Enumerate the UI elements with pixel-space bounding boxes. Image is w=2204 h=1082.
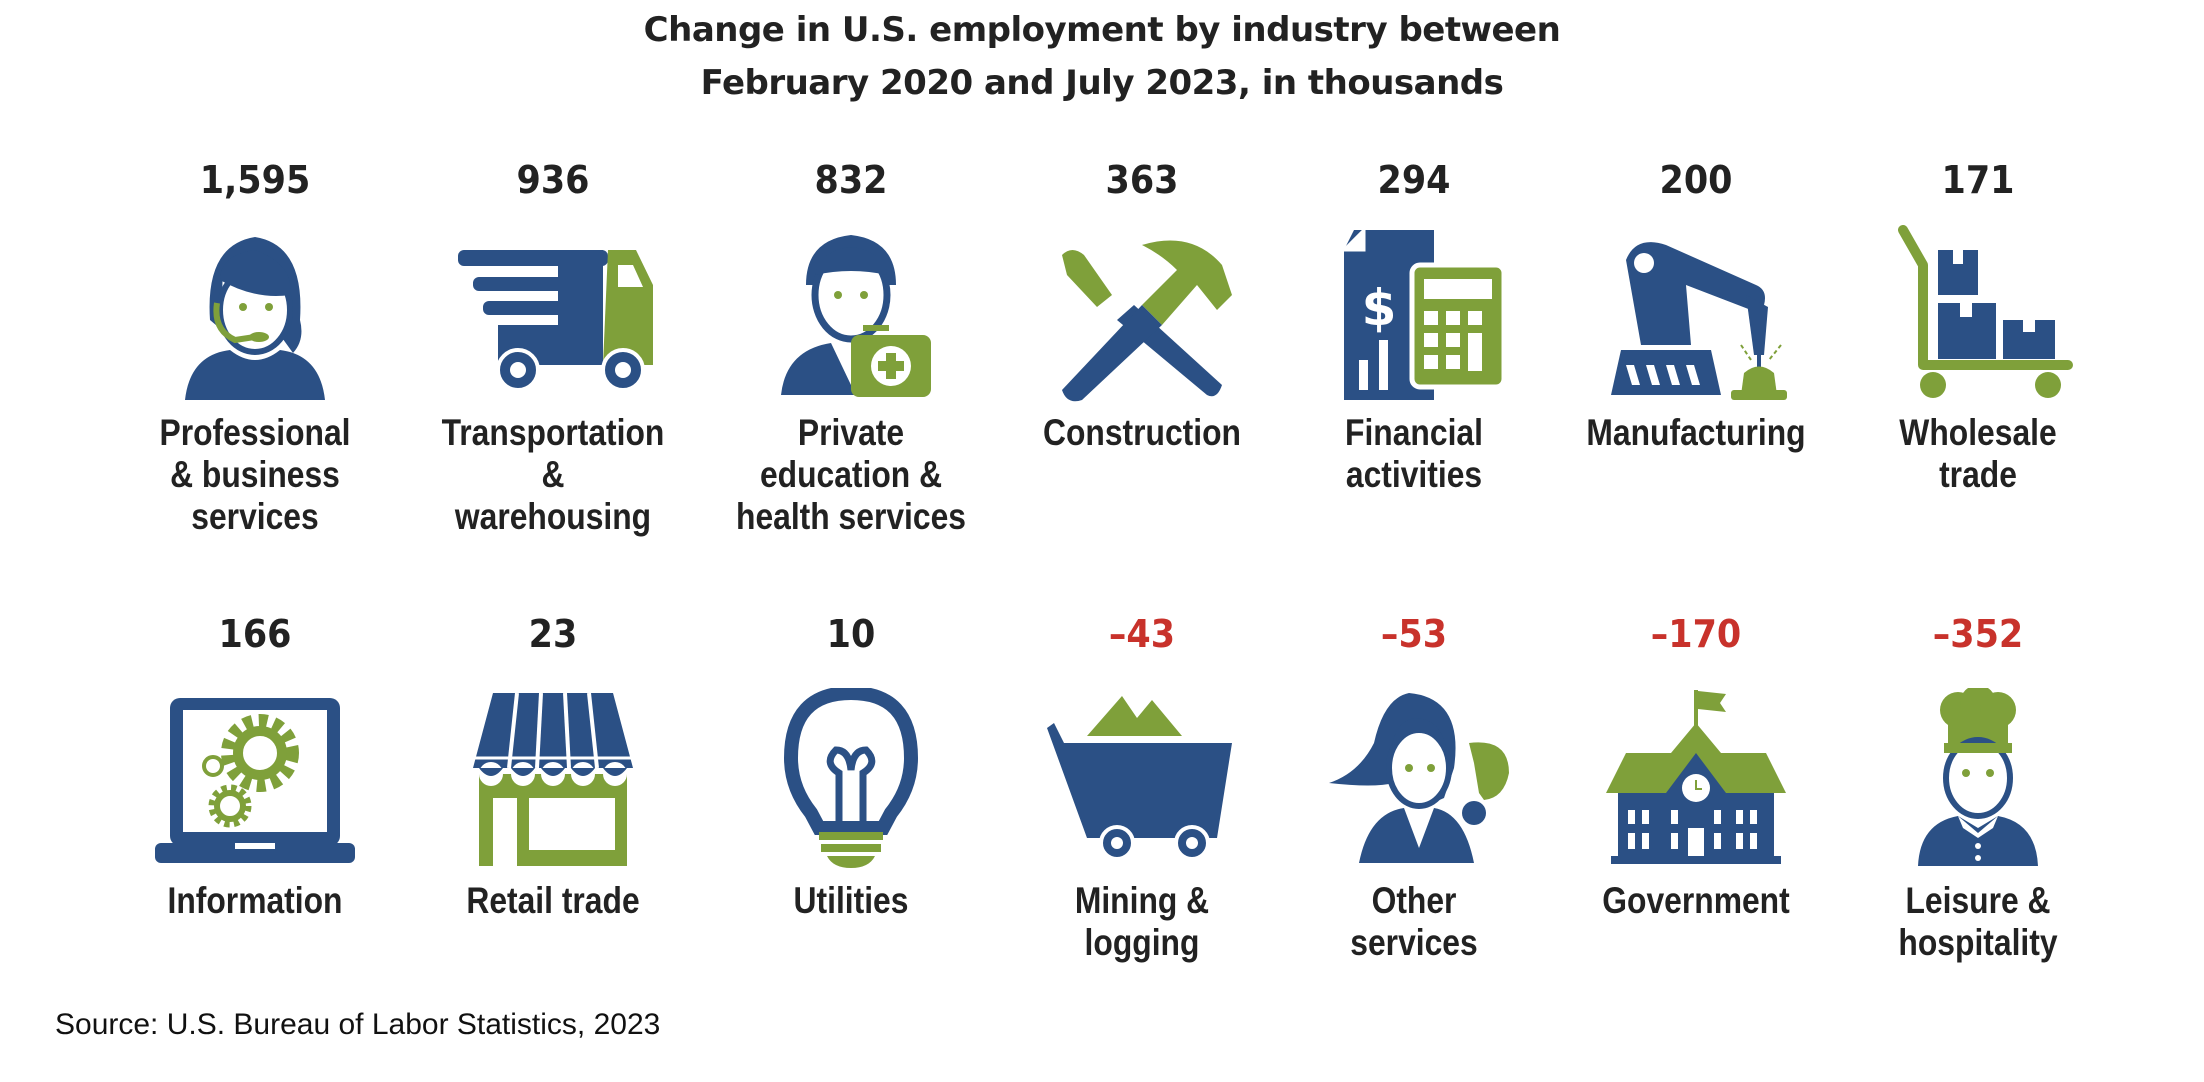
hairdresser-icon	[1314, 688, 1514, 868]
hand-truck-boxes-icon	[1878, 225, 2078, 405]
industry-label-line: warehousing	[454, 496, 652, 537]
employment-change-value: –43	[1108, 612, 1176, 656]
employment-change-value: –352	[1932, 612, 2024, 656]
industry-label: Construction	[1013, 412, 1271, 454]
industry-label-line: &	[541, 454, 565, 495]
chart-title-line-2: February 2020 and July 2023, in thousand…	[700, 63, 1504, 103]
storefront-icon	[453, 688, 653, 868]
chef-icon	[1878, 688, 2078, 868]
employment-change-value: 294	[1377, 158, 1451, 202]
industry-label: Information	[126, 880, 384, 922]
mine-cart-icon	[1042, 688, 1242, 868]
industry-label-line: Utilities	[793, 880, 909, 921]
chart-title: Change in U.S. employment by industry be…	[0, 4, 2204, 110]
industry-label: Financial activities	[1285, 412, 1543, 496]
industry-label-line: hospitality	[1898, 922, 2058, 963]
finance-document-calculator-icon	[1314, 225, 1514, 405]
light-bulb-icon	[751, 688, 951, 868]
industry-label: Leisure & hospitality	[1849, 880, 2107, 964]
call-center-agent-icon	[155, 225, 355, 405]
employment-change-value: 23	[528, 612, 578, 656]
industry-label-line: Government	[1602, 880, 1790, 921]
industry-label-line: Transportation	[441, 412, 665, 453]
laptop-gears-icon	[155, 688, 355, 868]
industry-label: Wholesale trade	[1849, 412, 2107, 496]
industry-label: Professional & business services	[126, 412, 384, 538]
industry-label: Private education & health services	[722, 412, 980, 538]
employment-change-value: 936	[516, 158, 590, 202]
robotic-arm-icon	[1596, 225, 1796, 405]
industry-label-line: logging	[1084, 922, 1200, 963]
industry-label: Retail trade	[424, 880, 682, 922]
industry-label-line: Construction	[1043, 412, 1241, 453]
employment-change-value: –170	[1650, 612, 1742, 656]
employment-change-value: 363	[1105, 158, 1179, 202]
employment-change-value: 171	[1941, 158, 2015, 202]
industry-label: Utilities	[722, 880, 980, 922]
employment-change-value: 166	[218, 612, 292, 656]
industry-label-line: services	[1350, 922, 1478, 963]
industry-label-line: & business	[170, 454, 340, 495]
industry-label: Transportation & warehousing	[424, 412, 682, 538]
industry-label-line: Wholesale	[1899, 412, 2057, 453]
industry-label-line: Private	[797, 412, 905, 453]
industry-label-line: Mining &	[1074, 880, 1210, 921]
employment-change-value: 10	[826, 612, 876, 656]
industry-label-line: Financial	[1345, 412, 1483, 453]
industry-label-line: Professional	[159, 412, 351, 453]
industry-label-line: health services	[736, 496, 966, 537]
industry-label-line: Information	[167, 880, 343, 921]
source-note: Source: U.S. Bureau of Labor Statistics,…	[55, 1008, 661, 1041]
doctor-with-medical-kit-icon	[751, 225, 951, 405]
industry-label-line: activities	[1345, 454, 1483, 495]
industry-label-line: Leisure &	[1905, 880, 2051, 921]
industry-label-line: education &	[759, 454, 943, 495]
industry-label-line: trade	[1939, 454, 2017, 495]
industry-label-line: Manufacturing	[1586, 412, 1806, 453]
delivery-truck-icon	[453, 225, 653, 405]
industry-label: Government	[1567, 880, 1825, 922]
industry-label: Other services	[1285, 880, 1543, 964]
employment-change-value: 832	[814, 158, 888, 202]
industry-label-line: services	[191, 496, 319, 537]
employment-change-value: 200	[1659, 158, 1733, 202]
chart-title-line-1: Change in U.S. employment by industry be…	[643, 10, 1561, 50]
industry-label: Manufacturing	[1567, 412, 1825, 454]
employment-change-value: 1,595	[199, 158, 311, 202]
employment-change-value: –53	[1380, 612, 1448, 656]
hammer-and-screwdriver-icon	[1042, 225, 1242, 405]
industry-label: Mining & logging	[1013, 880, 1271, 964]
industry-label-line: Retail trade	[466, 880, 640, 921]
government-building-icon	[1596, 688, 1796, 868]
industry-label-line: Other	[1371, 880, 1457, 921]
